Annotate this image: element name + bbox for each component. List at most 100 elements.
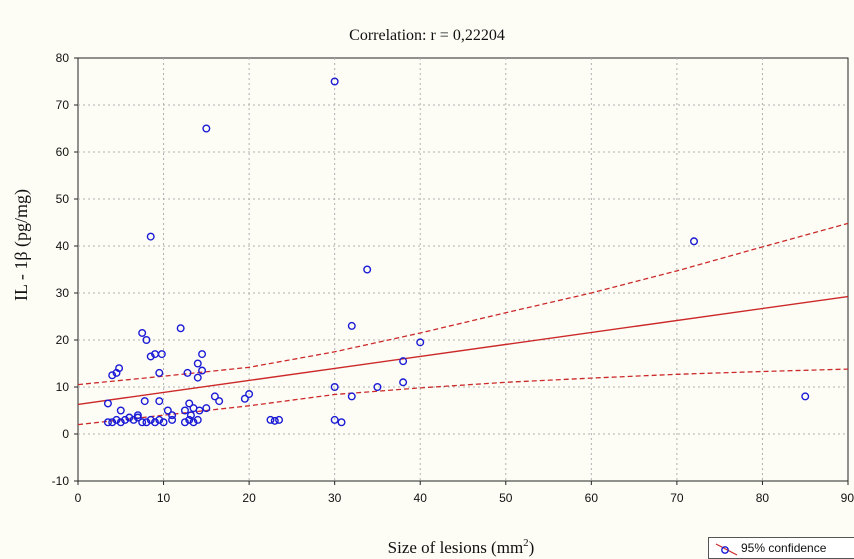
data-point (125, 413, 134, 422)
data-point (690, 237, 699, 246)
data-point (330, 415, 339, 424)
data-point (193, 373, 202, 382)
data-point (198, 366, 207, 375)
data-point (116, 406, 125, 415)
data-point (133, 411, 142, 420)
data-point (270, 416, 279, 425)
y-tick-label: 30 (56, 286, 70, 300)
data-point (155, 397, 164, 406)
upper-confidence-line (77, 222, 849, 386)
data-point (112, 415, 121, 424)
data-point (347, 321, 356, 330)
legend-label: 95% confidence (741, 541, 827, 555)
confidence-band (77, 222, 849, 426)
data-point (146, 415, 155, 424)
x-tick-label: 10 (157, 491, 171, 505)
x-tick-label: 0 (75, 491, 82, 505)
x-tick-label: 40 (414, 491, 428, 505)
data-point (176, 324, 185, 333)
data-point (416, 338, 425, 347)
data-point (146, 232, 155, 241)
y-tick-label: 40 (56, 239, 70, 253)
data-point (108, 418, 117, 427)
x-tick-label: 60 (585, 491, 599, 505)
data-point (116, 418, 125, 427)
axis-ticks: 0 10 20 30 40 50 60 70 80 90 -10 0 10 20 30 40 50 60 70 80 (52, 51, 854, 505)
data-point (185, 399, 194, 408)
x-tick-label: 70 (670, 491, 684, 505)
data-point (180, 418, 189, 427)
data-point (195, 406, 204, 415)
x-tick-label: 20 (242, 491, 256, 505)
y-tick-label: 20 (56, 333, 70, 347)
data-point (183, 368, 192, 377)
data-point (801, 392, 810, 401)
data-point (363, 265, 372, 274)
data-point (163, 406, 172, 415)
data-point (210, 392, 219, 401)
regression-line (77, 295, 849, 406)
x-tick-label: 50 (499, 491, 513, 505)
y-tick-label: -10 (52, 474, 70, 488)
x-tick-label: 80 (756, 491, 770, 505)
data-point (330, 383, 339, 392)
y-tick-label: 70 (56, 98, 70, 112)
y-axis-label: IL - 1β (pg/mg) (11, 189, 32, 301)
x-tick-label: 30 (328, 491, 342, 505)
data-point (202, 404, 211, 413)
data-point (142, 336, 151, 345)
data-points (103, 77, 810, 427)
x-axis-label-main: Size of lesions (mm (388, 538, 524, 557)
legend-marker-icon (715, 543, 738, 556)
x-axis-label-end: ) (529, 538, 535, 557)
data-point (330, 77, 339, 86)
data-point (202, 124, 211, 133)
data-point (185, 415, 194, 424)
data-point (115, 364, 124, 373)
x-axis-label: Size of lesions (mm2) (388, 537, 535, 557)
fit-line (77, 295, 849, 406)
data-point (189, 418, 198, 427)
data-point (129, 415, 138, 424)
data-point (146, 352, 155, 361)
chart-title: Correlation: r = 0,22204 (349, 27, 505, 44)
data-point (240, 394, 249, 403)
data-point (266, 415, 275, 424)
data-point (140, 397, 149, 406)
data-point (215, 397, 224, 406)
data-point (159, 418, 168, 427)
x-tick-label: 90 (841, 491, 854, 505)
data-point (133, 413, 142, 422)
data-point (142, 418, 151, 427)
data-point (138, 418, 147, 427)
data-point (157, 350, 166, 359)
y-tick-label: 60 (56, 145, 70, 159)
data-point (108, 371, 117, 380)
data-point (103, 418, 112, 427)
data-point (193, 359, 202, 368)
data-point (168, 415, 177, 424)
data-point (347, 392, 356, 401)
data-point (155, 415, 164, 424)
data-point (275, 415, 284, 424)
y-tick-label: 0 (62, 427, 69, 441)
data-point (168, 411, 177, 420)
data-point (373, 383, 382, 392)
data-point (180, 406, 189, 415)
legend: 95% confidence (708, 537, 854, 559)
data-point (337, 418, 346, 427)
data-point (155, 368, 164, 377)
y-tick-label: 10 (56, 380, 70, 394)
data-point (121, 415, 130, 424)
data-point (198, 350, 207, 359)
y-tick-label: 50 (56, 192, 70, 206)
data-point (193, 415, 202, 424)
data-point (138, 328, 147, 337)
y-tick-label: 80 (56, 51, 70, 65)
x-axis-label-sup: 2 (523, 537, 529, 549)
data-point (103, 399, 112, 408)
data-point (399, 357, 408, 366)
lower-confidence-line (77, 368, 849, 426)
grid (78, 58, 848, 481)
